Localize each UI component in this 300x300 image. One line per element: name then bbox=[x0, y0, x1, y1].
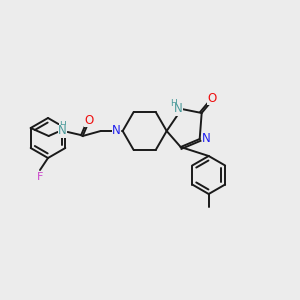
Text: N: N bbox=[58, 124, 67, 137]
Text: O: O bbox=[207, 92, 216, 104]
Text: N: N bbox=[112, 124, 121, 137]
Text: H: H bbox=[59, 121, 66, 130]
Text: N: N bbox=[174, 103, 183, 116]
Text: H: H bbox=[170, 98, 177, 107]
Text: N: N bbox=[202, 133, 211, 146]
Text: F: F bbox=[37, 172, 43, 182]
Text: O: O bbox=[84, 113, 93, 127]
